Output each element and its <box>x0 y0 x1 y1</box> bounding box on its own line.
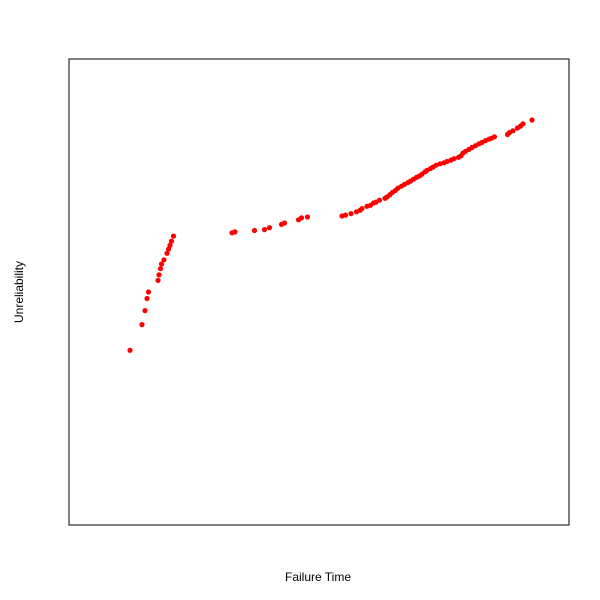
data-point-79 <box>529 117 535 123</box>
data-point-8 <box>158 261 165 267</box>
data-point-21 <box>281 220 288 226</box>
data-point-17 <box>251 227 258 234</box>
data-point-13 <box>168 238 175 244</box>
data-point-4 <box>145 289 152 295</box>
data-point-2 <box>142 308 148 314</box>
data-point-78 <box>520 121 526 127</box>
data-point-24 <box>304 214 311 220</box>
y-axis-label: Unreliability <box>12 261 26 323</box>
data-point-6 <box>156 272 162 278</box>
data-point-26 <box>342 212 349 218</box>
data-point-14 <box>170 233 177 239</box>
data-point-75 <box>510 128 516 134</box>
data-point-57 <box>444 158 450 165</box>
x-axis-label: Failure Time <box>285 570 351 584</box>
data-point-7 <box>157 266 164 272</box>
data-point-59 <box>451 156 457 162</box>
data-point-19 <box>266 225 273 231</box>
data-point-30 <box>359 206 365 212</box>
data-point-72 <box>491 134 498 140</box>
data-point-16 <box>232 229 238 235</box>
data-point-54 <box>433 162 439 168</box>
plot-frame <box>68 58 570 526</box>
data-point-3 <box>144 295 150 302</box>
data-point-12 <box>167 242 173 248</box>
data-point-18 <box>261 227 268 233</box>
data-point-9 <box>161 257 167 263</box>
data-point-27 <box>348 211 354 217</box>
data-point-10 <box>164 250 170 256</box>
data-point-55 <box>437 161 443 167</box>
data-point-0 <box>127 347 133 353</box>
data-point-5 <box>155 277 161 283</box>
data-point-23 <box>298 215 305 221</box>
data-points <box>127 117 535 353</box>
data-point-1 <box>139 322 145 328</box>
data-point-35 <box>376 197 383 203</box>
